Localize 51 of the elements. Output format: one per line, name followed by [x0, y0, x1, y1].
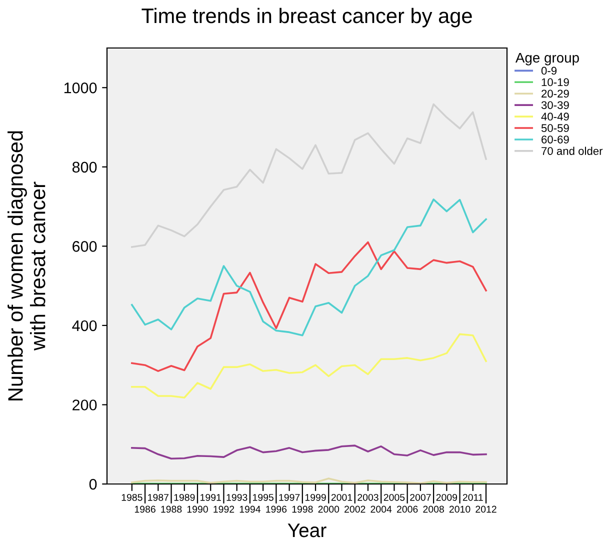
x-tick-label: 1994 [240, 506, 260, 513]
line-series [131, 198, 487, 336]
x-tick-label: 2000 [318, 506, 340, 513]
x-tick-label: 1986 [134, 506, 156, 513]
chart-title: Time trends in breast cancer by age [142, 8, 472, 28]
x-tick-label: 2007 [410, 494, 431, 501]
x-tick-label: 1988 [161, 506, 182, 513]
x-tick-label: 1993 [226, 494, 248, 501]
x-tick-label: 2012 [476, 506, 496, 513]
legend-label: 10-19 [542, 78, 569, 86]
x-tick-label: 1991 [200, 494, 221, 501]
x-tick-label: 1995 [252, 494, 274, 501]
legend-label: 30-39 [541, 101, 569, 110]
x-tick-label: 2011 [462, 494, 483, 501]
y-axis-title: Number of women diagnosed with bresat cancer [8, 131, 46, 400]
y-tick-label: 200 [72, 400, 97, 410]
x-tick-label: 1987 [148, 494, 168, 501]
x-tick-label: 1985 [122, 494, 142, 501]
legend-label: 50-59 [541, 124, 569, 132]
legend-title: Age group [515, 52, 579, 66]
x-tick-label: 2010 [449, 506, 470, 513]
legend-label: 60-69 [542, 136, 569, 144]
y-tick-label: 600 [72, 241, 97, 252]
x-tick-label: 2005 [384, 494, 405, 501]
y-tick-label: 0 [89, 478, 97, 490]
line-series [131, 103, 487, 248]
line-series [131, 333, 487, 398]
x-tick-label: 2009 [436, 494, 458, 501]
x-tick-label: 2003 [358, 494, 378, 501]
legend-label: 70 and older [542, 146, 603, 155]
y-tick-label: 400 [72, 320, 97, 332]
line-series [131, 444, 487, 460]
x-tick-label: 2001 [331, 494, 352, 501]
x-tick-label: 1990 [187, 506, 208, 513]
x-tick-label: 1992 [214, 506, 234, 513]
x-tick-label: 2004 [370, 506, 392, 513]
x-tick-label: 2008 [423, 506, 444, 513]
x-axis-title: Year [288, 524, 326, 538]
x-tick-label: 1997 [279, 494, 300, 501]
y-tick-label: 1000 [64, 82, 97, 94]
y-tick-label: 800 [72, 162, 97, 173]
legend-label: 40-49 [541, 112, 569, 121]
x-tick-label: 1999 [305, 494, 326, 501]
legend-label: 20-29 [542, 90, 569, 98]
legend-label: 0-9 [541, 66, 557, 75]
x-tick-label: 1998 [292, 506, 313, 513]
x-tick-label: 2002 [344, 506, 366, 513]
x-tick-label: 2006 [397, 506, 418, 513]
x-tick-label: 1989 [174, 494, 195, 501]
line-series [131, 241, 487, 372]
x-tick-label: 1996 [266, 506, 287, 513]
